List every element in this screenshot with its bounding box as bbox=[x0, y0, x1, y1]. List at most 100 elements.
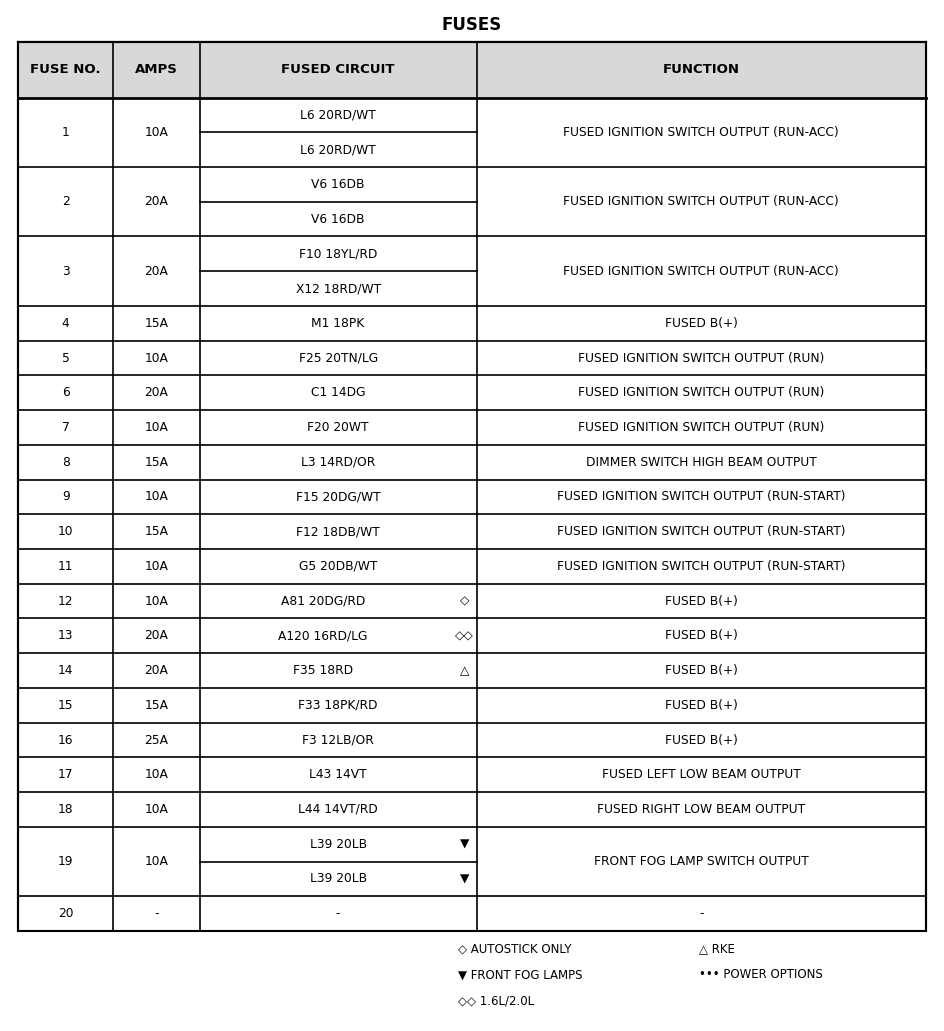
Text: -: - bbox=[154, 907, 159, 920]
Text: L3 14RD/OR: L3 14RD/OR bbox=[301, 456, 375, 469]
Text: 20A: 20A bbox=[144, 629, 168, 642]
Text: FUSED IGNITION SWITCH OUTPUT (RUN): FUSED IGNITION SWITCH OUTPUT (RUN) bbox=[578, 387, 824, 399]
Text: L43 14VT: L43 14VT bbox=[310, 768, 367, 781]
Text: FUSED IGNITION SWITCH OUTPUT (RUN-ACC): FUSED IGNITION SWITCH OUTPUT (RUN-ACC) bbox=[564, 126, 839, 139]
Text: 3: 3 bbox=[61, 265, 70, 277]
Text: FUNCTION: FUNCTION bbox=[663, 63, 740, 76]
Bar bbox=[18, 42, 926, 931]
Text: 10A: 10A bbox=[144, 855, 168, 868]
Text: 15A: 15A bbox=[144, 699, 168, 711]
Text: FUSED IGNITION SWITCH OUTPUT (RUN-START): FUSED IGNITION SWITCH OUTPUT (RUN-START) bbox=[557, 560, 846, 573]
Text: C1 14DG: C1 14DG bbox=[311, 387, 365, 399]
Text: FUSED IGNITION SWITCH OUTPUT (RUN): FUSED IGNITION SWITCH OUTPUT (RUN) bbox=[578, 352, 824, 365]
Text: F25 20TN/LG: F25 20TN/LG bbox=[298, 352, 378, 365]
Text: 8: 8 bbox=[61, 456, 70, 469]
Text: 15A: 15A bbox=[144, 525, 168, 538]
Text: L44 14VT/RD: L44 14VT/RD bbox=[298, 803, 378, 816]
Text: A81 20DG/RD: A81 20DG/RD bbox=[281, 595, 365, 607]
Text: FUSED IGNITION SWITCH OUTPUT (RUN-START): FUSED IGNITION SWITCH OUTPUT (RUN-START) bbox=[557, 525, 846, 538]
Text: 10A: 10A bbox=[144, 768, 168, 781]
Text: F12 18DB/WT: F12 18DB/WT bbox=[296, 525, 379, 538]
Text: ▼: ▼ bbox=[460, 837, 469, 851]
Text: V6 16DB: V6 16DB bbox=[312, 212, 364, 226]
Text: 2: 2 bbox=[61, 195, 70, 208]
Text: 20A: 20A bbox=[144, 265, 168, 277]
Text: 10A: 10A bbox=[144, 595, 168, 607]
Text: DIMMER SWITCH HIGH BEAM OUTPUT: DIMMER SWITCH HIGH BEAM OUTPUT bbox=[586, 456, 817, 469]
Text: 5: 5 bbox=[61, 352, 70, 365]
Text: ▼: ▼ bbox=[460, 872, 469, 886]
Text: FUSED LEFT LOW BEAM OUTPUT: FUSED LEFT LOW BEAM OUTPUT bbox=[602, 768, 801, 781]
Text: FUSED IGNITION SWITCH OUTPUT (RUN): FUSED IGNITION SWITCH OUTPUT (RUN) bbox=[578, 421, 824, 434]
Text: M1 18PK: M1 18PK bbox=[312, 317, 364, 330]
Text: 10A: 10A bbox=[144, 352, 168, 365]
Text: 15A: 15A bbox=[144, 456, 168, 469]
Text: F10 18YL/RD: F10 18YL/RD bbox=[299, 247, 378, 261]
Text: FUSED B(+): FUSED B(+) bbox=[665, 733, 737, 746]
Text: ◇◇: ◇◇ bbox=[455, 629, 474, 642]
Text: 11: 11 bbox=[58, 560, 74, 573]
Text: 20A: 20A bbox=[144, 195, 168, 208]
Text: A120 16RD/LG: A120 16RD/LG bbox=[278, 629, 368, 642]
Text: 10A: 10A bbox=[144, 560, 168, 573]
Text: ◇: ◇ bbox=[460, 595, 469, 607]
Text: -: - bbox=[699, 907, 703, 920]
Text: L6 20RD/WT: L6 20RD/WT bbox=[300, 143, 376, 156]
Text: ▼ FRONT FOG LAMPS: ▼ FRONT FOG LAMPS bbox=[458, 968, 582, 982]
Text: 15: 15 bbox=[58, 699, 74, 711]
Text: F35 18RD: F35 18RD bbox=[293, 664, 353, 677]
Text: 18: 18 bbox=[58, 803, 74, 816]
Text: L6 20RD/WT: L6 20RD/WT bbox=[300, 108, 376, 122]
Text: 14: 14 bbox=[58, 664, 74, 677]
Text: L39 20LB: L39 20LB bbox=[310, 872, 366, 886]
Text: △ RKE: △ RKE bbox=[699, 942, 734, 956]
Text: 1: 1 bbox=[61, 126, 70, 139]
Text: ◇◇ 1.6L/2.0L: ◇◇ 1.6L/2.0L bbox=[458, 995, 534, 1007]
Text: 16: 16 bbox=[58, 733, 74, 746]
Text: -: - bbox=[336, 907, 341, 920]
Text: FUSED IGNITION SWITCH OUTPUT (RUN-ACC): FUSED IGNITION SWITCH OUTPUT (RUN-ACC) bbox=[564, 265, 839, 277]
Text: 19: 19 bbox=[58, 855, 74, 868]
Text: △: △ bbox=[460, 664, 469, 677]
Text: 15A: 15A bbox=[144, 317, 168, 330]
Text: FUSED B(+): FUSED B(+) bbox=[665, 664, 737, 677]
Text: FUSED CIRCUIT: FUSED CIRCUIT bbox=[281, 63, 395, 76]
Text: V6 16DB: V6 16DB bbox=[312, 178, 364, 191]
Text: 12: 12 bbox=[58, 595, 74, 607]
Text: FUSED B(+): FUSED B(+) bbox=[665, 595, 737, 607]
Text: F20 20WT: F20 20WT bbox=[308, 421, 369, 434]
Text: FUSED B(+): FUSED B(+) bbox=[665, 699, 737, 711]
Text: AMPS: AMPS bbox=[135, 63, 177, 76]
Text: 9: 9 bbox=[61, 491, 70, 503]
Text: 6: 6 bbox=[61, 387, 70, 399]
Text: FUSED RIGHT LOW BEAM OUTPUT: FUSED RIGHT LOW BEAM OUTPUT bbox=[598, 803, 805, 816]
Text: X12 18RD/WT: X12 18RD/WT bbox=[295, 282, 380, 295]
Text: ◇ AUTOSTICK ONLY: ◇ AUTOSTICK ONLY bbox=[458, 942, 571, 956]
Text: 4: 4 bbox=[61, 317, 70, 330]
Bar bbox=[18, 42, 926, 98]
Text: 10A: 10A bbox=[144, 421, 168, 434]
Text: 10A: 10A bbox=[144, 803, 168, 816]
Text: FUSES: FUSES bbox=[442, 16, 502, 34]
Text: L39 20LB: L39 20LB bbox=[310, 837, 366, 851]
Text: FRONT FOG LAMP SWITCH OUTPUT: FRONT FOG LAMP SWITCH OUTPUT bbox=[594, 855, 809, 868]
Text: FUSED B(+): FUSED B(+) bbox=[665, 629, 737, 642]
Text: 20A: 20A bbox=[144, 387, 168, 399]
Text: 20: 20 bbox=[58, 907, 74, 920]
Text: 7: 7 bbox=[61, 421, 70, 434]
Text: 25A: 25A bbox=[144, 733, 168, 746]
Text: 10: 10 bbox=[58, 525, 74, 538]
Text: FUSED IGNITION SWITCH OUTPUT (RUN-START): FUSED IGNITION SWITCH OUTPUT (RUN-START) bbox=[557, 491, 846, 503]
Text: 10A: 10A bbox=[144, 491, 168, 503]
Text: FUSED IGNITION SWITCH OUTPUT (RUN-ACC): FUSED IGNITION SWITCH OUTPUT (RUN-ACC) bbox=[564, 195, 839, 208]
Text: F15 20DG/WT: F15 20DG/WT bbox=[295, 491, 380, 503]
Text: 20A: 20A bbox=[144, 664, 168, 677]
Text: F33 18PK/RD: F33 18PK/RD bbox=[298, 699, 378, 711]
Text: FUSED B(+): FUSED B(+) bbox=[665, 317, 737, 330]
Text: F3 12LB/OR: F3 12LB/OR bbox=[302, 733, 374, 746]
Text: 13: 13 bbox=[58, 629, 74, 642]
Text: 17: 17 bbox=[58, 768, 74, 781]
Text: ••• POWER OPTIONS: ••• POWER OPTIONS bbox=[699, 968, 822, 982]
Text: G5 20DB/WT: G5 20DB/WT bbox=[299, 560, 378, 573]
Text: 10A: 10A bbox=[144, 126, 168, 139]
